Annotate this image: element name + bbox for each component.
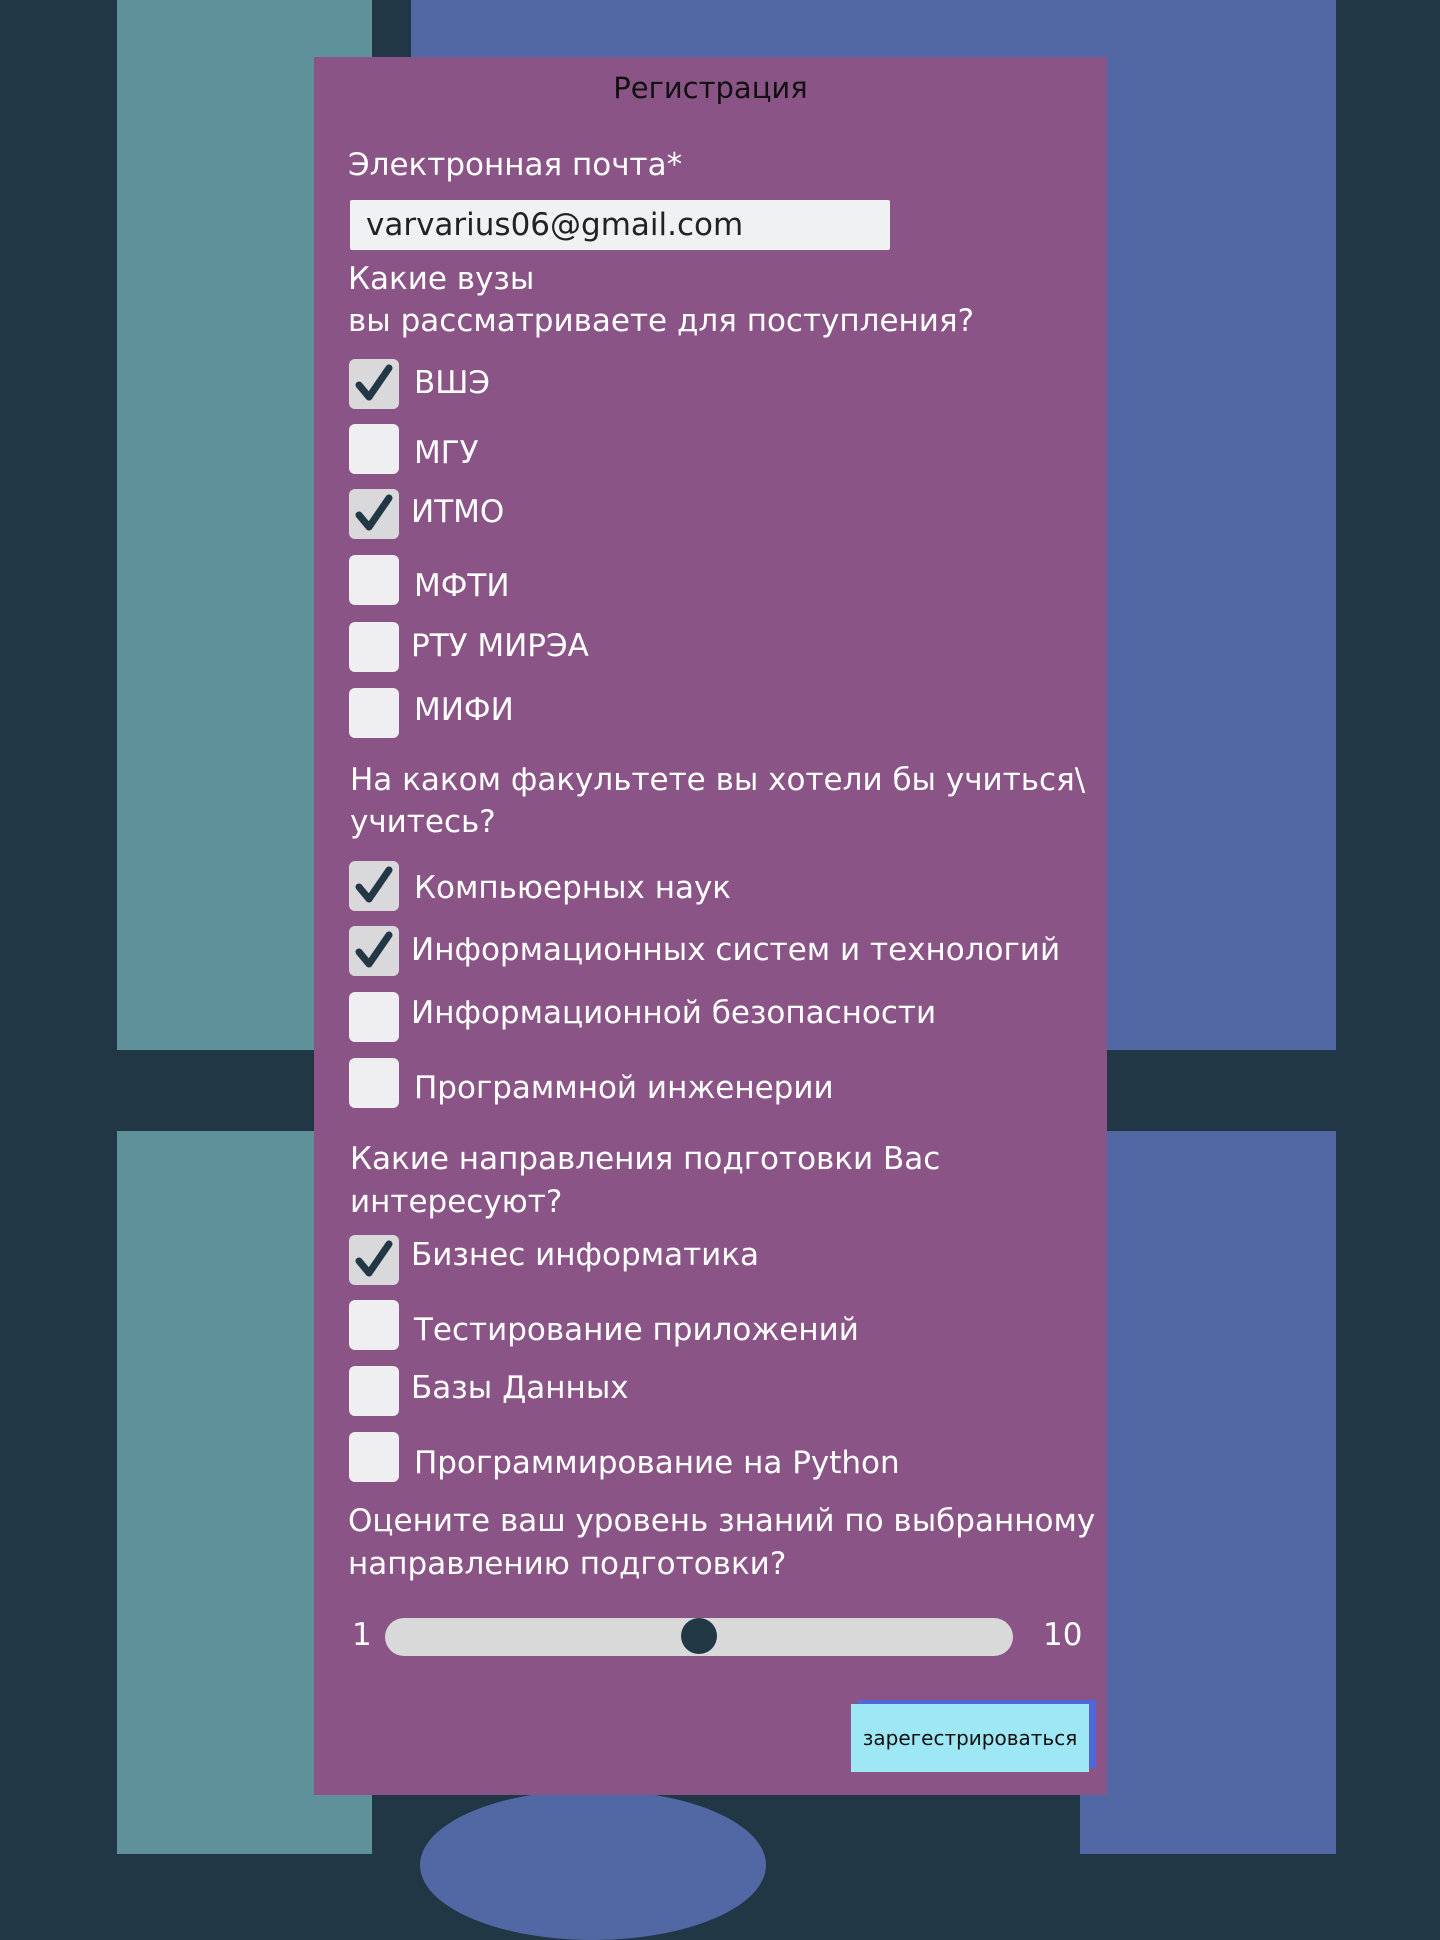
universities-question-line2: вы рассматриваете для поступления? (348, 303, 975, 339)
directions-question-line2: интересуют? (350, 1184, 563, 1220)
checkbox-software-engineering[interactable] (349, 1058, 399, 1108)
option-label-software-engineering: Программной инженерии (414, 1070, 834, 1106)
form-title: Регистрация (613, 71, 808, 105)
knowledge-question-line2: направлению подготовки? (348, 1546, 787, 1582)
directions-question-line1: Какие направления подготовки Вас (350, 1141, 941, 1177)
option-label-databases: Базы Данных (411, 1370, 629, 1406)
checkbox-mfti[interactable] (349, 555, 399, 605)
checkmark-icon (355, 866, 393, 903)
option-label-information-systems: Информационных систем и технологий (411, 932, 1061, 968)
registration-form: Регистрация Электронная почта* Какие вуз… (314, 57, 1107, 1795)
checkbox-rtu-mirea[interactable] (349, 622, 399, 672)
option-label-computer-science: Компьюерных наук (414, 870, 732, 906)
checkmark-icon (355, 931, 393, 968)
checkbox-app-testing[interactable] (349, 1300, 399, 1350)
option-label-information-security: Информационной безопасности (411, 995, 937, 1031)
checkbox-python-programming[interactable] (349, 1432, 399, 1482)
option-label-itmo: ИТМО (411, 494, 505, 530)
knowledge-slider-track[interactable] (385, 1618, 1013, 1656)
option-label-mfti: МФТИ (414, 568, 510, 604)
option-label-rtu-mirea: РТУ МИРЭА (411, 628, 589, 664)
checkbox-information-systems[interactable] (349, 926, 399, 976)
checkbox-vshe[interactable] (349, 359, 399, 409)
slider-min-label: 1 (352, 1617, 372, 1653)
option-label-python-programming: Программирование на Python (414, 1445, 900, 1481)
option-label-mifi: МИФИ (414, 692, 514, 728)
checkbox-mgu[interactable] (349, 424, 399, 474)
checkbox-databases[interactable] (349, 1366, 399, 1416)
background-arc-decoration (420, 1790, 766, 1940)
checkmark-icon (355, 494, 393, 531)
email-label: Электронная почта* (348, 147, 683, 183)
email-input[interactable] (350, 200, 890, 250)
universities-question-line1: Какие вузы (348, 261, 535, 297)
checkmark-icon (355, 1240, 393, 1277)
background-panel-blue-bottom (1080, 1131, 1336, 1854)
knowledge-slider-thumb[interactable] (681, 1618, 717, 1655)
faculties-question-line1: На каком факультете вы хотели бы учиться… (350, 762, 1086, 798)
option-label-mgu: МГУ (414, 435, 479, 471)
option-label-vshe: ВШЭ (414, 365, 491, 401)
checkmark-icon (355, 364, 393, 401)
slider-max-label: 10 (1043, 1617, 1083, 1653)
option-label-business-informatics: Бизнес информатика (411, 1237, 760, 1273)
checkbox-mifi[interactable] (349, 688, 399, 738)
checkbox-business-informatics[interactable] (349, 1235, 399, 1285)
checkbox-computer-science[interactable] (349, 861, 399, 911)
checkbox-itmo[interactable] (349, 489, 399, 539)
checkbox-information-security[interactable] (349, 992, 399, 1042)
knowledge-question-line1: Оцените ваш уровень знаний по выбранному (348, 1503, 1096, 1539)
register-button[interactable]: зарегестрироваться (851, 1704, 1089, 1772)
option-label-app-testing: Тестирование приложений (414, 1312, 859, 1348)
faculties-question-line2: учитесь? (350, 804, 496, 840)
